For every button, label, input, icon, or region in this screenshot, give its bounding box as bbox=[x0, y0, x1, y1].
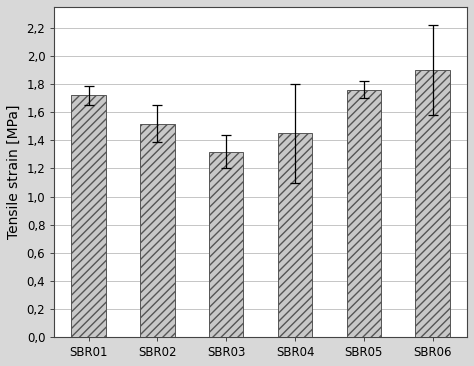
Bar bbox=[72, 96, 106, 337]
Y-axis label: Tensile strain [MPa]: Tensile strain [MPa] bbox=[7, 105, 21, 239]
Bar bbox=[415, 70, 450, 337]
Bar bbox=[278, 133, 312, 337]
Bar bbox=[140, 124, 175, 337]
Bar bbox=[209, 152, 244, 337]
Bar bbox=[346, 90, 381, 337]
